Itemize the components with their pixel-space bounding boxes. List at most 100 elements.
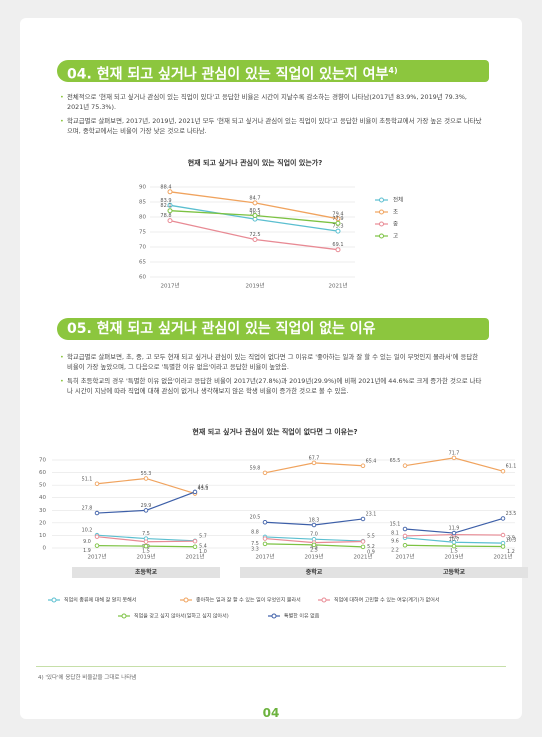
x-tick-label: 2019년 bbox=[444, 553, 463, 561]
panel-label: 초등학교 bbox=[135, 568, 158, 576]
legend-icon bbox=[121, 613, 127, 619]
panel-label-box bbox=[72, 567, 220, 578]
data-label: 51.1 bbox=[82, 476, 93, 482]
data-label: 4.3 bbox=[310, 545, 318, 551]
x-tick-label: 2021년 bbox=[185, 553, 204, 561]
legend-icon bbox=[51, 597, 57, 603]
data-label: 9.0 bbox=[83, 539, 91, 545]
data-label: 59.8 bbox=[250, 465, 261, 471]
section-header: 05. 현재 되고 싶거나 관심이 있는 직업이 없는 이유 bbox=[57, 318, 489, 340]
data-point bbox=[402, 542, 408, 548]
data-point bbox=[402, 533, 408, 539]
data-label: 3.3 bbox=[251, 546, 259, 552]
data-point bbox=[500, 532, 506, 538]
data-label: 10.2 bbox=[82, 528, 93, 534]
data-label: 0.9 bbox=[367, 549, 375, 555]
data-point bbox=[167, 208, 173, 214]
y-tick-label: 75 bbox=[139, 230, 146, 236]
data-label: 7.0 bbox=[310, 532, 318, 538]
data-point bbox=[262, 536, 268, 541]
data-point bbox=[262, 519, 268, 525]
legend-icon bbox=[379, 233, 384, 239]
bullet: 학교급별로 살펴보면, 2017년, 2019년, 2021년 모두 '현재 되… bbox=[60, 116, 485, 136]
data-label: 88.4 bbox=[160, 184, 171, 190]
data-point bbox=[94, 481, 100, 487]
data-label: 9.6 bbox=[391, 538, 399, 544]
data-point bbox=[360, 539, 366, 544]
data-point bbox=[143, 539, 149, 544]
data-point bbox=[311, 522, 317, 528]
data-label: 20.5 bbox=[250, 515, 261, 521]
data-label: 7.5 bbox=[142, 531, 150, 537]
data-label: 65.5 bbox=[390, 458, 401, 464]
data-label: 71.7 bbox=[449, 450, 460, 456]
x-tick-label: 2019년 bbox=[136, 553, 155, 561]
data-point bbox=[143, 543, 149, 549]
x-tick-label: 2019년 bbox=[245, 282, 264, 290]
legend-label: 고 bbox=[393, 233, 398, 240]
y-tick-label: 85 bbox=[139, 200, 146, 206]
data-point bbox=[167, 202, 173, 208]
legend-icon bbox=[379, 221, 384, 227]
data-label: 2.5 bbox=[310, 547, 318, 553]
legend-label: 직업을 갖고 싶지 않아서(일하고 싶지 않아서) bbox=[134, 613, 229, 620]
data-point bbox=[94, 543, 100, 548]
legend-label: 직업에 대하여 고민할 수 있는 여유(계기)가 없어서 bbox=[334, 597, 439, 604]
legend-label: 좋아하는 일과 잘 할 수 있는 일이 무엇인지 몰라서 bbox=[196, 597, 301, 604]
divider bbox=[36, 666, 506, 667]
data-point bbox=[360, 516, 366, 522]
page-number: 04 bbox=[262, 706, 280, 720]
chart-title: 현재 되고 싶거나 관심이 있는 직업이 없다면 그 이유는? bbox=[192, 427, 357, 436]
data-label: 2.2 bbox=[391, 548, 399, 554]
legend-icon bbox=[379, 197, 384, 203]
data-point bbox=[500, 468, 506, 474]
bullet-list: 전체적으로 '현재 되고 싶거나 관심이 있는 직업이 있다'고 응답한 비율은… bbox=[60, 92, 485, 140]
data-label: 75.3 bbox=[332, 224, 343, 230]
data-label: 11.9 bbox=[449, 526, 460, 532]
data-point bbox=[360, 544, 366, 550]
data-label: 77.9 bbox=[332, 216, 343, 222]
legend-icon bbox=[271, 613, 277, 619]
y-tick-label: 0 bbox=[43, 546, 47, 552]
y-tick-label: 80 bbox=[139, 215, 146, 221]
y-tick-label: 60 bbox=[39, 470, 46, 476]
y-tick-label: 70 bbox=[139, 245, 146, 251]
x-tick-label: 2017년 bbox=[395, 553, 414, 561]
legend-label: 초 bbox=[393, 209, 398, 216]
bullet: 전체적으로 '현재 되고 싶거나 관심이 있는 직업이 있다'고 응답한 비율은… bbox=[60, 92, 485, 112]
data-label: 65.4 bbox=[366, 458, 377, 464]
data-point bbox=[402, 463, 408, 468]
data-label: 79.4 bbox=[332, 211, 343, 217]
x-tick-label: 2017년 bbox=[160, 282, 179, 290]
data-point bbox=[192, 544, 198, 549]
data-point bbox=[252, 200, 258, 206]
data-point bbox=[262, 541, 268, 547]
data-label: 67.7 bbox=[309, 455, 320, 461]
legend-label: 직업의 종류에 대해 잘 알지 못해서 bbox=[64, 597, 136, 604]
y-tick-label: 40 bbox=[39, 495, 46, 501]
data-label: 4.6 bbox=[450, 535, 458, 541]
data-point bbox=[500, 516, 506, 521]
data-label: 15.1 bbox=[390, 522, 401, 528]
y-tick-label: 20 bbox=[39, 520, 46, 526]
data-point bbox=[500, 544, 506, 549]
data-label: 7.5 bbox=[251, 541, 259, 547]
bullet: 특히 초등학교의 경우 '특별한 이유 없음'이라고 응답한 비율이 2017년… bbox=[60, 376, 485, 396]
data-point bbox=[311, 460, 317, 466]
data-point bbox=[252, 213, 258, 218]
section-number: 05. bbox=[67, 321, 92, 337]
data-point bbox=[335, 220, 341, 226]
data-label: 23.1 bbox=[366, 511, 377, 517]
x-tick-label: 2017년 bbox=[87, 553, 106, 561]
data-label: 82.1 bbox=[160, 203, 171, 209]
data-label: 43.3 bbox=[198, 486, 209, 492]
y-tick-label: 70 bbox=[39, 458, 46, 464]
chart-title: 현재 되고 싶거나 관심이 있는 직업이 있는가? bbox=[188, 158, 323, 167]
data-label: 83.9 bbox=[160, 198, 171, 204]
data-label: 3.9 bbox=[507, 536, 515, 542]
data-label: 44.6 bbox=[198, 484, 209, 490]
data-label: 84.7 bbox=[249, 195, 260, 201]
y-tick-label: 65 bbox=[139, 260, 146, 266]
data-label: 1.9 bbox=[83, 548, 91, 554]
footnote: 4) '있다'에 응답한 비율값을 그대로 나타냄 bbox=[38, 675, 137, 681]
